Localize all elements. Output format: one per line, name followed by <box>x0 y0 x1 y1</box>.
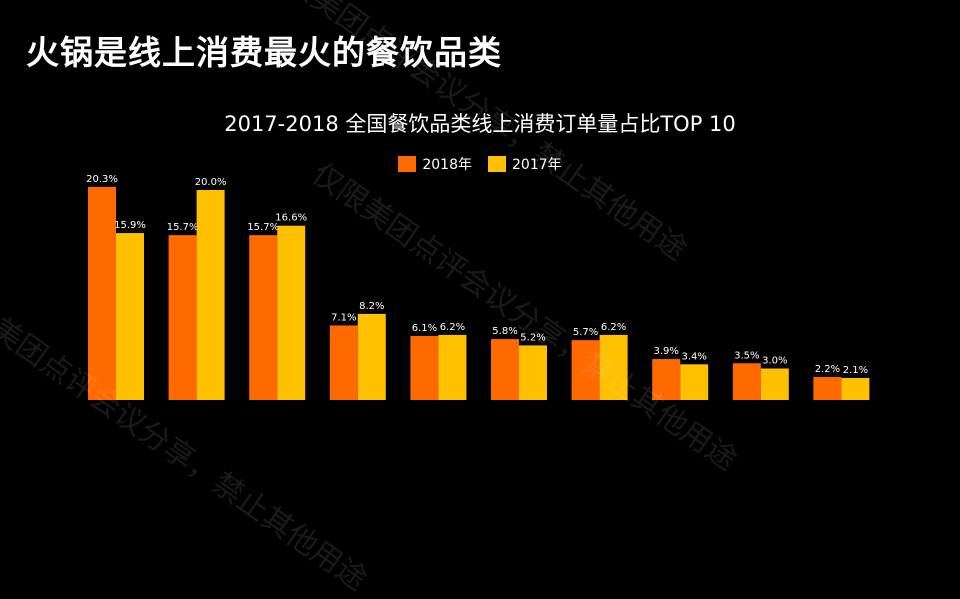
data-label-2017-3: 16.6% <box>275 213 307 224</box>
data-label-2017-9: 3.0% <box>762 356 787 367</box>
bar-2018-9 <box>732 363 761 400</box>
data-label-2017-8: 3.4% <box>681 351 706 362</box>
bar-2018-1 <box>88 186 116 400</box>
bar-2017-9 <box>760 368 789 400</box>
legend-swatch-2017 <box>488 156 506 172</box>
data-label-2017-5: 6.2% <box>440 322 465 333</box>
bar-2017-4 <box>357 313 386 400</box>
bar-2018-2 <box>168 235 197 400</box>
page-title: 火锅是线上消费最火的餐饮品类 <box>26 33 502 72</box>
bar-2017-6 <box>519 345 547 400</box>
data-label-2018-10: 2.2% <box>815 364 840 375</box>
data-label-2017-7: 6.2% <box>601 322 626 333</box>
data-label-2017-1: 15.9% <box>114 220 146 231</box>
bar-2018-7 <box>571 340 600 400</box>
chart-legend: 2018年 2017年 <box>0 154 960 174</box>
bar-2017-8 <box>680 364 709 400</box>
data-label-2018-9: 3.5% <box>734 350 759 361</box>
data-label-2017-10: 2.1% <box>843 365 868 376</box>
bar-2017-2 <box>196 190 225 400</box>
bar-2018-10 <box>813 376 842 400</box>
chart-title: 2017-2018 全国餐饮品类线上消费订单量占比TOP 10 <box>224 112 736 136</box>
data-label-2018-2: 15.7% <box>167 222 199 233</box>
data-label-2018-4: 7.1% <box>331 312 356 323</box>
data-label-2018-3: 15.7% <box>247 222 279 233</box>
bar-2018-4 <box>329 325 358 400</box>
bar-2018-3 <box>249 235 278 400</box>
data-label-2018-1: 20.3% <box>86 174 118 185</box>
bar-2018-5 <box>410 335 439 400</box>
data-label-2017-4: 8.2% <box>359 301 384 312</box>
bar-2017-5 <box>438 334 467 400</box>
bar-2018-6 <box>491 339 519 400</box>
bar-chart: 20.3% 15.7% 15.7% 7.1% 6.1% 5.8% 5.7% 3.9% 3.5% 2… <box>86 174 870 400</box>
legend-item-2017: 2017年 <box>488 154 562 174</box>
legend-label-2018: 2018年 <box>422 157 472 173</box>
bar-2017-7 <box>599 334 628 400</box>
data-label-2018-5: 6.1% <box>412 323 437 334</box>
data-label-2017-6: 5.2% <box>520 332 545 343</box>
data-label-2018-6: 5.8% <box>492 326 517 337</box>
legend-item-2018: 2018年 <box>398 154 472 174</box>
data-label-2018-7: 5.7% <box>573 327 598 338</box>
bar-2017-1 <box>116 233 144 400</box>
data-label-2017-2: 20.0% <box>195 177 227 188</box>
bar-2017-10 <box>841 377 870 400</box>
data-label-2018-8: 3.9% <box>653 346 678 357</box>
legend-label-2017: 2017年 <box>512 157 562 173</box>
legend-swatch-2018 <box>398 156 417 172</box>
bar-2017-3 <box>277 225 306 400</box>
bar-2018-8 <box>652 359 681 400</box>
